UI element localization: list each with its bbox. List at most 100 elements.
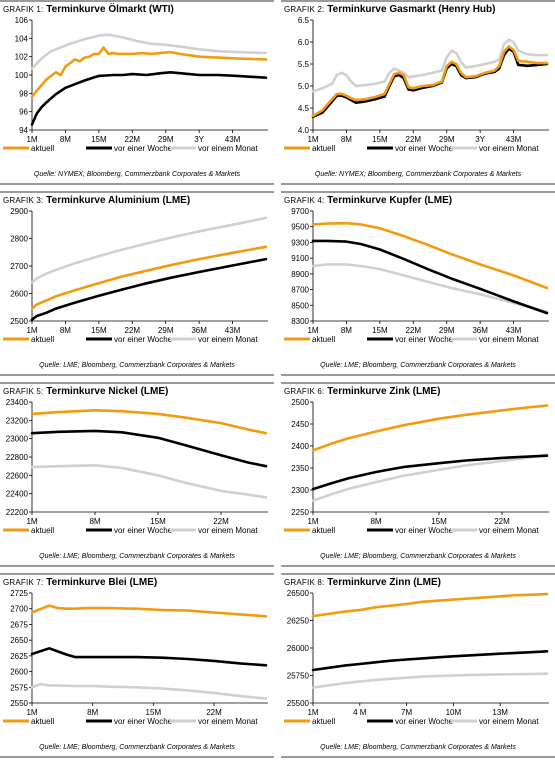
x-tick-label: 15M [146, 708, 162, 717]
y-tick-label: 2700 [10, 605, 28, 614]
y-tick-label: 2250 [291, 508, 309, 517]
x-tick-label: 8M [87, 708, 98, 717]
y-tick-label: 2600 [10, 668, 28, 677]
y-tick-label: 22800 [6, 453, 29, 462]
y-tick-label: 2350 [291, 464, 309, 473]
legend-label: vor einem Monat [479, 526, 539, 535]
chart-prefix: GRAFIK 3: [3, 196, 44, 205]
legend-label: vor einem Monat [479, 717, 539, 726]
chart-panel-3: GRAFIK 3: Terminkurve Aluminium (LME) 25… [0, 191, 274, 382]
top-rule [281, 573, 555, 575]
chart-title: GRAFIK 8: Terminkurve Zinn (LME) [284, 577, 441, 588]
legend-label: vor einer Woche [395, 335, 454, 344]
x-tick-label: 7M [401, 708, 412, 717]
y-tick-label: 2575 [10, 683, 28, 692]
series-line-1 [311, 239, 549, 315]
chart-prefix: GRAFIK 6: [284, 387, 325, 396]
chart-title-text: Terminkurve Gasmarkt (Henry Hub) [327, 4, 496, 15]
bottom-rule [281, 565, 555, 567]
legend-label: vor einer Woche [114, 717, 173, 726]
legend-label: aktuell [31, 144, 54, 153]
chart-canvas: 94 96 98 100 102 104 106 1M 8M 15M 22M 29M 3Y 43M aktu… [3, 16, 268, 153]
top-rule [281, 382, 555, 384]
chart-source: Quelle: LME; Bloomberg, Commerzbank Corp… [39, 553, 235, 560]
x-tick-label: 8M [89, 517, 100, 526]
x-tick-label: 15M [372, 326, 388, 335]
x-tick-label: 1M [307, 517, 318, 526]
x-tick-label: 1M [26, 326, 37, 335]
y-tick-label: 22400 [6, 490, 29, 499]
y-tick-label: 2400 [291, 442, 309, 451]
y-tick-label: 106 [15, 16, 29, 25]
series-line-2 [30, 464, 268, 499]
x-tick-label: 15M [372, 135, 388, 144]
legend-label: aktuell [31, 717, 54, 726]
x-tick-label: 15M [91, 135, 107, 144]
legend-label: aktuell [31, 335, 54, 344]
y-tick-label: 98 [19, 89, 28, 98]
chart-canvas: 8300 8500 8700 8900 9100 9300 9500 9700 1M 8M 15M 2… [284, 207, 549, 344]
chart-title-text: Terminkurve Ölmarkt (WTI) [46, 4, 174, 15]
bottom-rule [281, 183, 555, 185]
chart-prefix: GRAFIK 7: [3, 578, 44, 587]
chart-title: GRAFIK 3: Terminkurve Aluminium (LME) [3, 195, 190, 206]
series-line-0 [311, 221, 549, 290]
legend-label: aktuell [31, 526, 54, 535]
chart-title-text: Terminkurve Blei (LME) [46, 577, 158, 588]
y-tick-label: 8700 [291, 286, 309, 295]
x-tick-label: 1M [307, 135, 318, 144]
chart-canvas: 2550 2575 2600 2625 2650 2675 2700 2725 1M 8M 15M 2… [3, 589, 268, 726]
series-line-0 [311, 45, 549, 118]
chart-panel-2: GRAFIK 2: Terminkurve Gasmarkt (Henry Hu… [281, 0, 555, 191]
y-tick-label: 5.0 [298, 82, 310, 91]
chart-canvas: 4.0 4.5 5.0 5.5 6.0 6.5 1M 8M 15M 22M 29M 3Y 43M aktu… [284, 16, 549, 153]
y-tick-label: 96 [19, 108, 28, 117]
x-tick-label: 29M [439, 135, 455, 144]
chart-source: Quelle: LME; Bloomberg, Commerzbank Corp… [320, 744, 516, 751]
x-tick-label: 29M [158, 135, 174, 144]
y-tick-label: 5.5 [298, 60, 310, 69]
y-tick-label: 6.0 [298, 38, 310, 47]
x-tick-label: 15M [150, 517, 166, 526]
y-tick-label: 8900 [291, 270, 309, 279]
legend-label: vor einem Monat [198, 144, 258, 153]
y-tick-label: 23000 [6, 435, 29, 444]
x-tick-label: 8M [341, 326, 352, 335]
y-tick-label: 8300 [291, 317, 309, 326]
x-tick-label: 8M [60, 135, 71, 144]
chart-prefix: GRAFIK 5: [3, 387, 44, 396]
series-line-1 [311, 454, 549, 491]
x-tick-label: 13M [492, 708, 508, 717]
x-tick-label: 22M [206, 708, 222, 717]
y-tick-label: 25500 [287, 699, 310, 708]
chart-panel-1: GRAFIK 1: Terminkurve Ölmarkt (WTI) 94 96… [0, 0, 274, 191]
y-tick-label: 22600 [6, 471, 29, 480]
y-tick-label: 2700 [10, 262, 28, 271]
chart-title-text: Terminkurve Nickel (LME) [46, 386, 169, 397]
y-tick-label: 25750 [287, 672, 310, 681]
series-line-1 [311, 47, 549, 119]
legend-label: vor einer Woche [114, 526, 173, 535]
top-rule [281, 0, 555, 2]
y-tick-label: 2300 [291, 486, 309, 495]
x-tick-label: 15M [431, 517, 447, 526]
y-tick-label: 9500 [291, 223, 309, 232]
chart-title: GRAFIK 4: Terminkurve Kupfer (LME) [284, 195, 452, 206]
series-line-0 [30, 604, 268, 618]
chart-source: Quelle: LME; Bloomberg, Commerzbank Corp… [320, 553, 516, 560]
bottom-rule [0, 565, 274, 567]
legend-label: vor einem Monat [198, 335, 258, 344]
x-tick-label: 22M [406, 135, 422, 144]
legend-label: vor einer Woche [395, 717, 454, 726]
x-tick-label: 36M [191, 326, 207, 335]
x-tick-label: 15M [91, 326, 107, 335]
y-tick-label: 100 [15, 71, 29, 80]
x-tick-label: 4 M [353, 708, 367, 717]
series-line-1 [30, 70, 268, 126]
x-tick-label: 43M [506, 135, 522, 144]
y-tick-label: 23200 [6, 416, 29, 425]
top-rule [0, 0, 274, 2]
chart-canvas: 25500 25750 26000 26250 26500 1M 4 M 7M 10M 13M ak… [284, 589, 549, 726]
x-tick-label: 22M [406, 326, 422, 335]
y-tick-label: 9100 [291, 254, 309, 263]
